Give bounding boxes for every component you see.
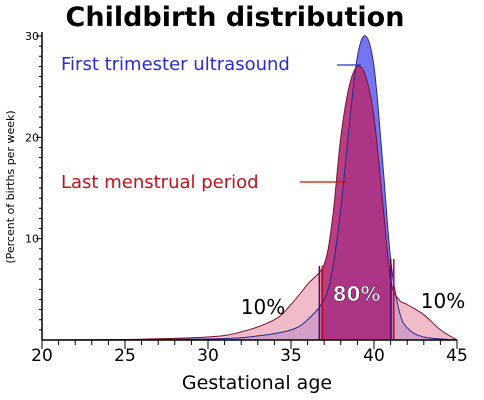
x-axis-label: Gestational age — [182, 372, 332, 394]
label-layer: First trimester ultrasound Last menstrual… — [61, 54, 465, 319]
x-tick-label: 45 — [446, 346, 468, 366]
lmp-area-80 — [320, 66, 393, 340]
central-80-region — [320, 35, 393, 340]
x-tick-label: 40 — [363, 346, 385, 366]
x-tick-label: 35 — [280, 346, 302, 366]
right-tail-percent: 10% — [421, 289, 465, 313]
ultrasound-label: First trimester ultrasound — [61, 54, 290, 75]
left-tail-percent: 10% — [241, 295, 285, 319]
axes-layer: 20 25 30 35 40 45 10 20 30 — [25, 30, 468, 366]
y-tick-label: 30 — [25, 30, 39, 43]
lmp-label: Last menstrual period — [61, 172, 259, 193]
x-tick-label: 20 — [31, 346, 53, 366]
series-layer — [41, 35, 458, 341]
x-tick-label: 25 — [114, 346, 136, 366]
y-tick-label: 10 — [25, 233, 39, 246]
y-axis-label: (Percent of births per week) — [4, 110, 17, 263]
lmp-curve — [41, 65, 458, 341]
central-percent: 80% — [333, 282, 381, 306]
x-tick-label: 30 — [197, 346, 219, 366]
chart-title: Childbirth distribution — [66, 2, 405, 33]
ultrasound-curve — [41, 35, 458, 341]
y-tick-label: 20 — [25, 131, 39, 144]
